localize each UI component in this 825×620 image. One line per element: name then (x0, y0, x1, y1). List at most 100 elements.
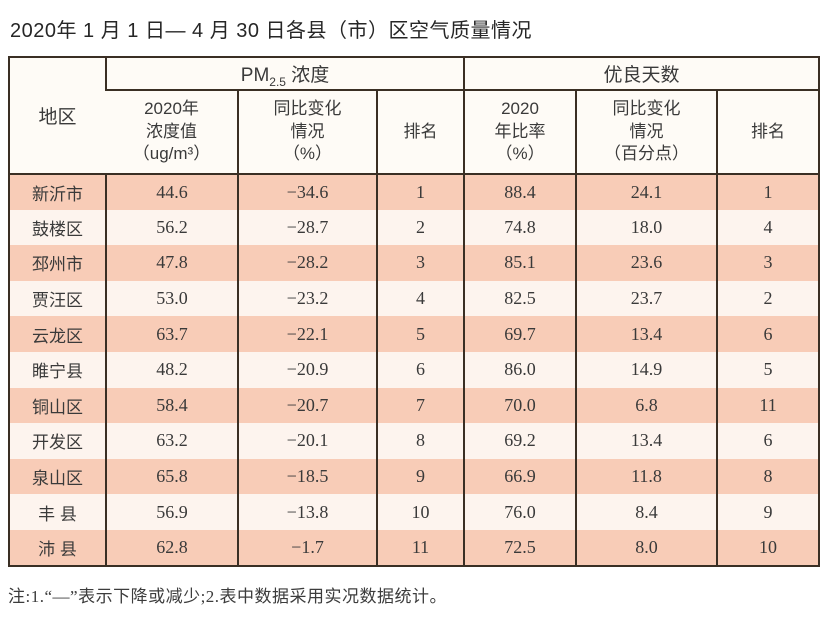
pm-change-cell: −13.8 (237, 494, 377, 530)
region-cell: 丰 县 (9, 494, 106, 530)
pm-value-cell: 63.2 (105, 423, 238, 459)
pm-value-cell: 53.0 (105, 280, 238, 317)
pm-group-suffix: 浓度 (285, 65, 330, 86)
pm-subscript: 2.5 (269, 74, 286, 89)
pm-value-cell: 65.8 (105, 458, 238, 495)
sub-header-row: 2020年 浓度值 （ug/m³） 同比变化 情况 （%） 排名 2020 年比… (9, 90, 820, 175)
good-change-cell: 8.0 (575, 529, 718, 566)
table-body: 新沂市 44.6 −34.6 1 88.4 24.1 1 鼓楼区 56.2 −2… (9, 174, 820, 566)
good-rate-cell: 82.5 (463, 280, 577, 317)
header-good-rank: 排名 (716, 90, 820, 175)
region-cell: 云龙区 (9, 316, 106, 352)
good-change-cell: 24.1 (575, 174, 718, 210)
pm-rank-cell: 2 (375, 209, 465, 246)
header-pm-change: 同比变化 情况 （%） (237, 90, 377, 175)
table-row: 贾汪区 53.0 −23.2 4 82.5 23.7 2 (9, 280, 820, 317)
good-change-cell: 13.4 (575, 423, 718, 459)
header-good-change: 同比变化 情况 （百分点） (575, 90, 718, 175)
good-rate-cell: 69.7 (463, 316, 577, 352)
pm-value-cell: 48.2 (105, 351, 238, 388)
region-cell: 铜山区 (9, 387, 106, 424)
table-row: 丰 县 56.9 −13.8 10 76.0 8.4 9 (9, 494, 820, 530)
good-rate-cell: 70.0 (463, 387, 577, 424)
pm-value-cell: 56.9 (105, 494, 238, 530)
group-header-row: 地区 PM2.5 浓度 优良天数 (9, 57, 820, 175)
good-rank-cell: 4 (716, 209, 820, 246)
pm-rank-cell: 9 (375, 458, 465, 495)
good-change-cell: 8.4 (575, 494, 718, 530)
table-row: 开发区 63.2 −20.1 8 69.2 13.4 6 (9, 423, 820, 459)
good-rate-cell: 88.4 (463, 174, 577, 210)
pm-rank-cell: 11 (375, 529, 465, 566)
footnote: 注:1.“—”表示下降或减少;2.表中数据采用实况数据统计。 (8, 586, 448, 606)
page: 2020年 1 月 1 日— 4 月 30 日各县（市）区空气质量情况 地区 P… (8, 20, 821, 606)
table-row: 沛 县 62.8 −1.7 11 72.5 8.0 10 (9, 529, 820, 566)
pm-rank-cell: 4 (375, 280, 465, 317)
pm-change-cell: −34.6 (237, 174, 377, 210)
pm-rank-cell: 6 (375, 351, 465, 388)
region-cell: 邳州市 (9, 245, 106, 281)
pm-change-cell: −20.1 (237, 423, 377, 459)
header-region: 地区 (9, 57, 106, 175)
good-rate-cell: 66.9 (463, 458, 577, 495)
pm-change-cell: −28.2 (237, 245, 377, 281)
pm-value-cell: 47.8 (105, 245, 238, 281)
pm-rank-cell: 7 (375, 387, 465, 424)
pm-rank-cell: 1 (375, 174, 465, 210)
pm-change-cell: −23.2 (237, 280, 377, 317)
pm-value-cell: 44.6 (105, 174, 238, 210)
pm-rank-cell: 5 (375, 316, 465, 352)
good-change-cell: 11.8 (575, 458, 718, 495)
good-rank-cell: 9 (716, 494, 820, 530)
region-cell: 贾汪区 (9, 280, 106, 317)
region-cell: 鼓楼区 (9, 209, 106, 246)
good-rate-cell: 74.8 (463, 209, 577, 246)
pm-change-cell: −20.9 (237, 351, 377, 388)
good-rank-cell: 1 (716, 174, 820, 210)
table-row: 鼓楼区 56.2 −28.7 2 74.8 18.0 4 (9, 209, 820, 246)
good-change-cell: 13.4 (575, 316, 718, 352)
good-rank-cell: 5 (716, 351, 820, 388)
pm-rank-cell: 10 (375, 494, 465, 530)
pm-change-cell: −18.5 (237, 458, 377, 495)
good-change-cell: 23.7 (575, 280, 718, 317)
pm-label: PM (240, 65, 270, 86)
good-rank-cell: 3 (716, 245, 820, 281)
table-row: 铜山区 58.4 −20.7 7 70.0 6.8 11 (9, 387, 820, 424)
good-change-cell: 18.0 (575, 209, 718, 246)
region-cell: 沛 县 (9, 529, 106, 566)
table-row: 新沂市 44.6 −34.6 1 88.4 24.1 1 (9, 174, 820, 210)
good-rate-cell: 72.5 (463, 529, 577, 566)
good-rate-cell: 85.1 (463, 245, 577, 281)
table-row: 泉山区 65.8 −18.5 9 66.9 11.8 8 (9, 458, 820, 495)
pm-value-cell: 63.7 (105, 316, 238, 352)
region-cell: 开发区 (9, 423, 106, 459)
good-change-cell: 14.9 (575, 351, 718, 388)
pm-value-cell: 62.8 (105, 529, 238, 566)
good-rank-cell: 11 (716, 387, 820, 424)
pm-value-cell: 56.2 (105, 209, 238, 246)
pm-change-cell: −22.1 (237, 316, 377, 352)
good-rank-cell: 2 (716, 280, 820, 317)
header-good-days-group: 优良天数 (463, 57, 820, 91)
header-pm-value: 2020年 浓度值 （ug/m³） (106, 90, 238, 175)
good-rate-cell: 69.2 (463, 423, 577, 459)
pm-change-cell: −20.7 (237, 387, 377, 424)
region-cell: 新沂市 (9, 174, 106, 210)
table-row: 邳州市 47.8 −28.2 3 85.1 23.6 3 (9, 245, 820, 281)
page-title: 2020年 1 月 1 日— 4 月 30 日各县（市）区空气质量情况 (10, 20, 533, 42)
pm-value-cell: 58.4 (105, 387, 238, 424)
header-pm-rank: 排名 (375, 90, 465, 175)
header-pm-group: PM2.5 浓度 (104, 57, 465, 91)
good-rate-cell: 76.0 (463, 494, 577, 530)
table-row: 睢宁县 48.2 −20.9 6 86.0 14.9 5 (9, 351, 820, 388)
good-change-cell: 6.8 (575, 387, 718, 424)
good-rank-cell: 8 (716, 458, 820, 495)
table-row: 云龙区 63.7 −22.1 5 69.7 13.4 6 (9, 316, 820, 352)
good-change-cell: 23.6 (575, 245, 718, 281)
good-rank-cell: 6 (716, 316, 820, 352)
good-rank-cell: 10 (716, 529, 820, 566)
pm-change-cell: −1.7 (237, 529, 377, 566)
good-rank-cell: 6 (716, 423, 820, 459)
region-cell: 睢宁县 (9, 351, 106, 388)
